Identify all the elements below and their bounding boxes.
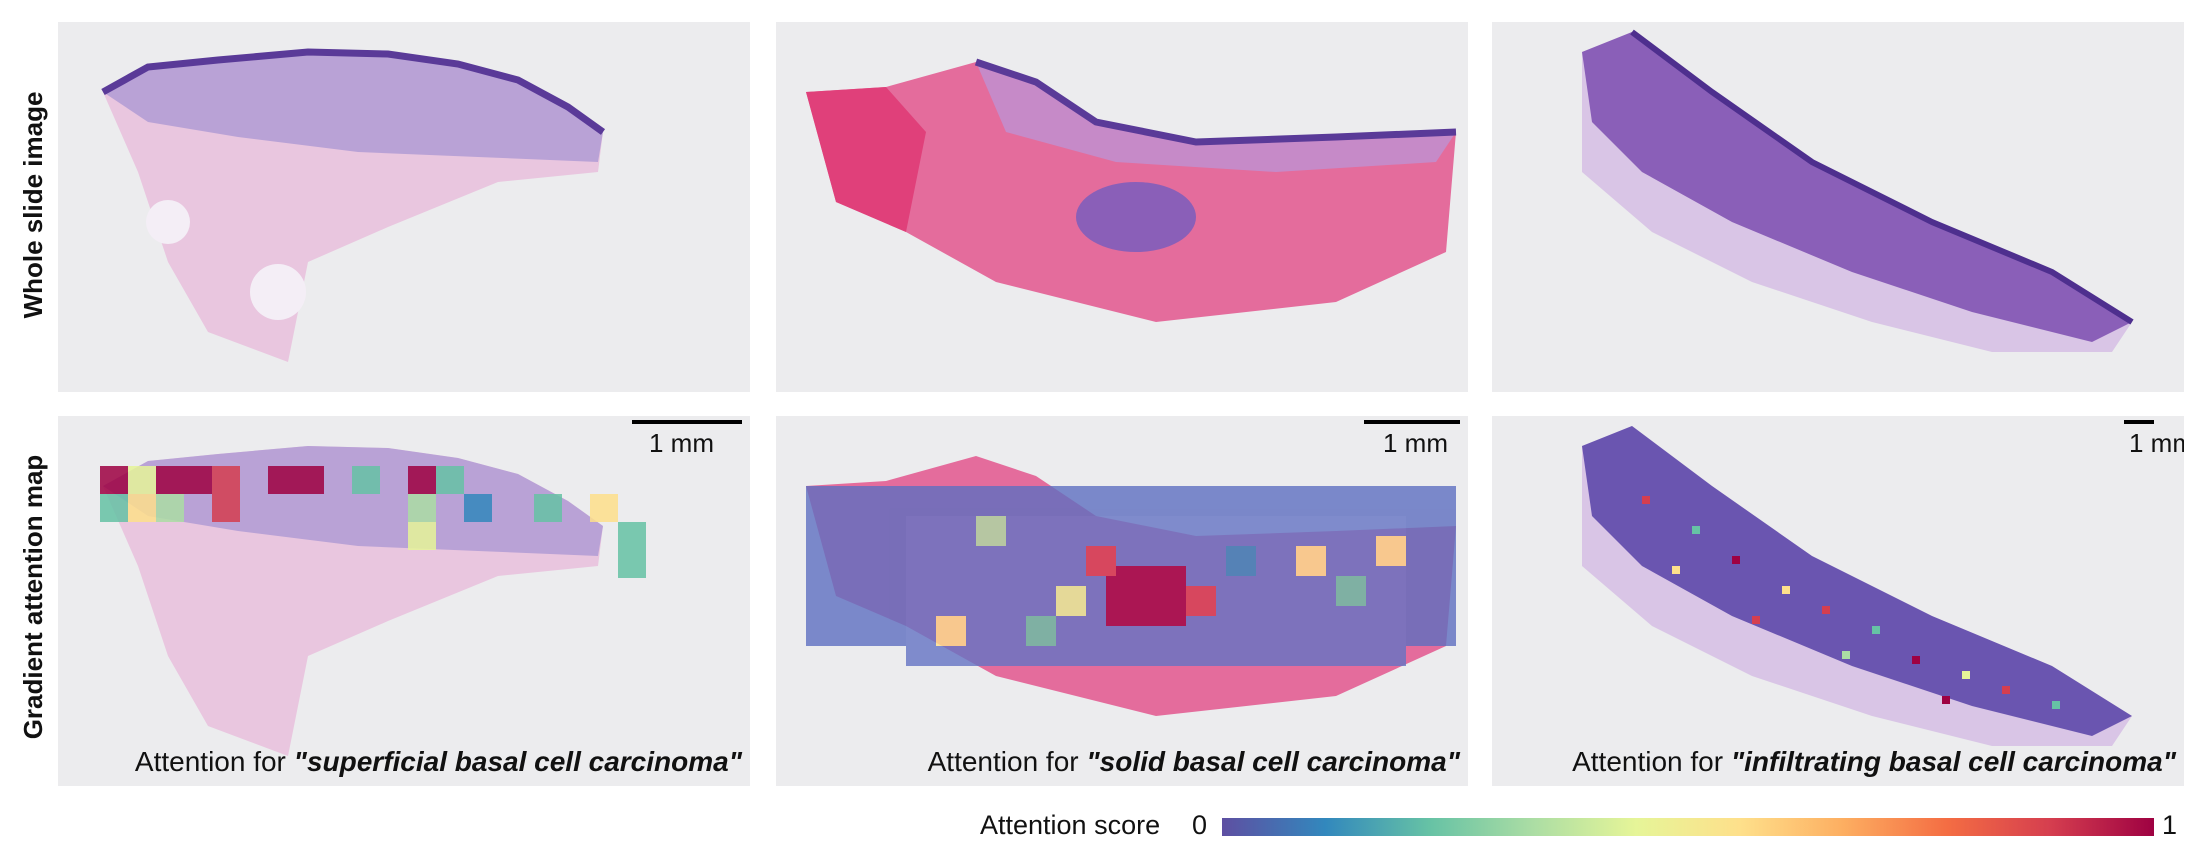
legend-colorbar <box>1222 818 2154 836</box>
attention-score-legend: Attention score 0 1 <box>980 808 2180 844</box>
row-label-whole-slide: Whole slide image <box>18 91 48 319</box>
attention-map-solid <box>806 456 1456 716</box>
scale-bar-2-label: 1 mm <box>1383 428 1448 458</box>
attention-panel-2: 1 mm Attention for "solid basal cell car… <box>776 416 1468 786</box>
caption-solid: Attention for "solid basal cell carcinom… <box>928 746 1460 778</box>
wsi-tissue-solid <box>806 58 1457 322</box>
caption-infiltrating-prefix: Attention for <box>1572 746 1731 777</box>
wsi-panel-1 <box>58 22 750 392</box>
attention-panel-3: 1 mm Attention for "infiltrating basal c… <box>1492 416 2184 786</box>
legend-title: Attention score <box>980 810 1161 840</box>
scale-bar-3-label: 1 mm <box>2129 428 2184 458</box>
attention-panel-1: 1 mm Attention for "superficial basal ce… <box>58 416 750 786</box>
caption-superficial-prefix: Attention for <box>134 746 294 777</box>
caption-superficial-term: "superficial basal cell carcinoma" <box>293 746 742 777</box>
caption-solid-prefix: Attention for <box>927 746 1087 777</box>
caption-solid-term: "solid basal cell carcinoma" <box>1086 746 1460 777</box>
wsi-tissue-infiltrating <box>1582 29 2134 352</box>
scale-bar-1-label: 1 mm <box>649 428 714 458</box>
caption-infiltrating: Attention for "infiltrating basal cell c… <box>1572 746 2176 778</box>
scale-bar-1: 1 mm <box>632 416 742 458</box>
wsi-panel-2 <box>776 22 1468 392</box>
caption-superficial: Attention for "superficial basal cell ca… <box>135 746 742 778</box>
caption-infiltrating-term: "infiltrating basal cell carcinoma" <box>1730 746 2176 777</box>
attention-map-superficial <box>100 446 646 756</box>
scale-bar-3: 1 mm <box>2124 416 2184 458</box>
scale-bar-2: 1 mm <box>1364 416 1460 458</box>
legend-min: 0 <box>1192 810 1208 840</box>
row-label-gradient-attention: Gradient attention map <box>18 454 48 740</box>
legend-max: 1 <box>2162 810 2178 840</box>
wsi-panel-3 <box>1492 22 2184 392</box>
wsi-tissue-superficial <box>101 48 606 362</box>
attention-map-infiltrating <box>1582 426 2132 746</box>
